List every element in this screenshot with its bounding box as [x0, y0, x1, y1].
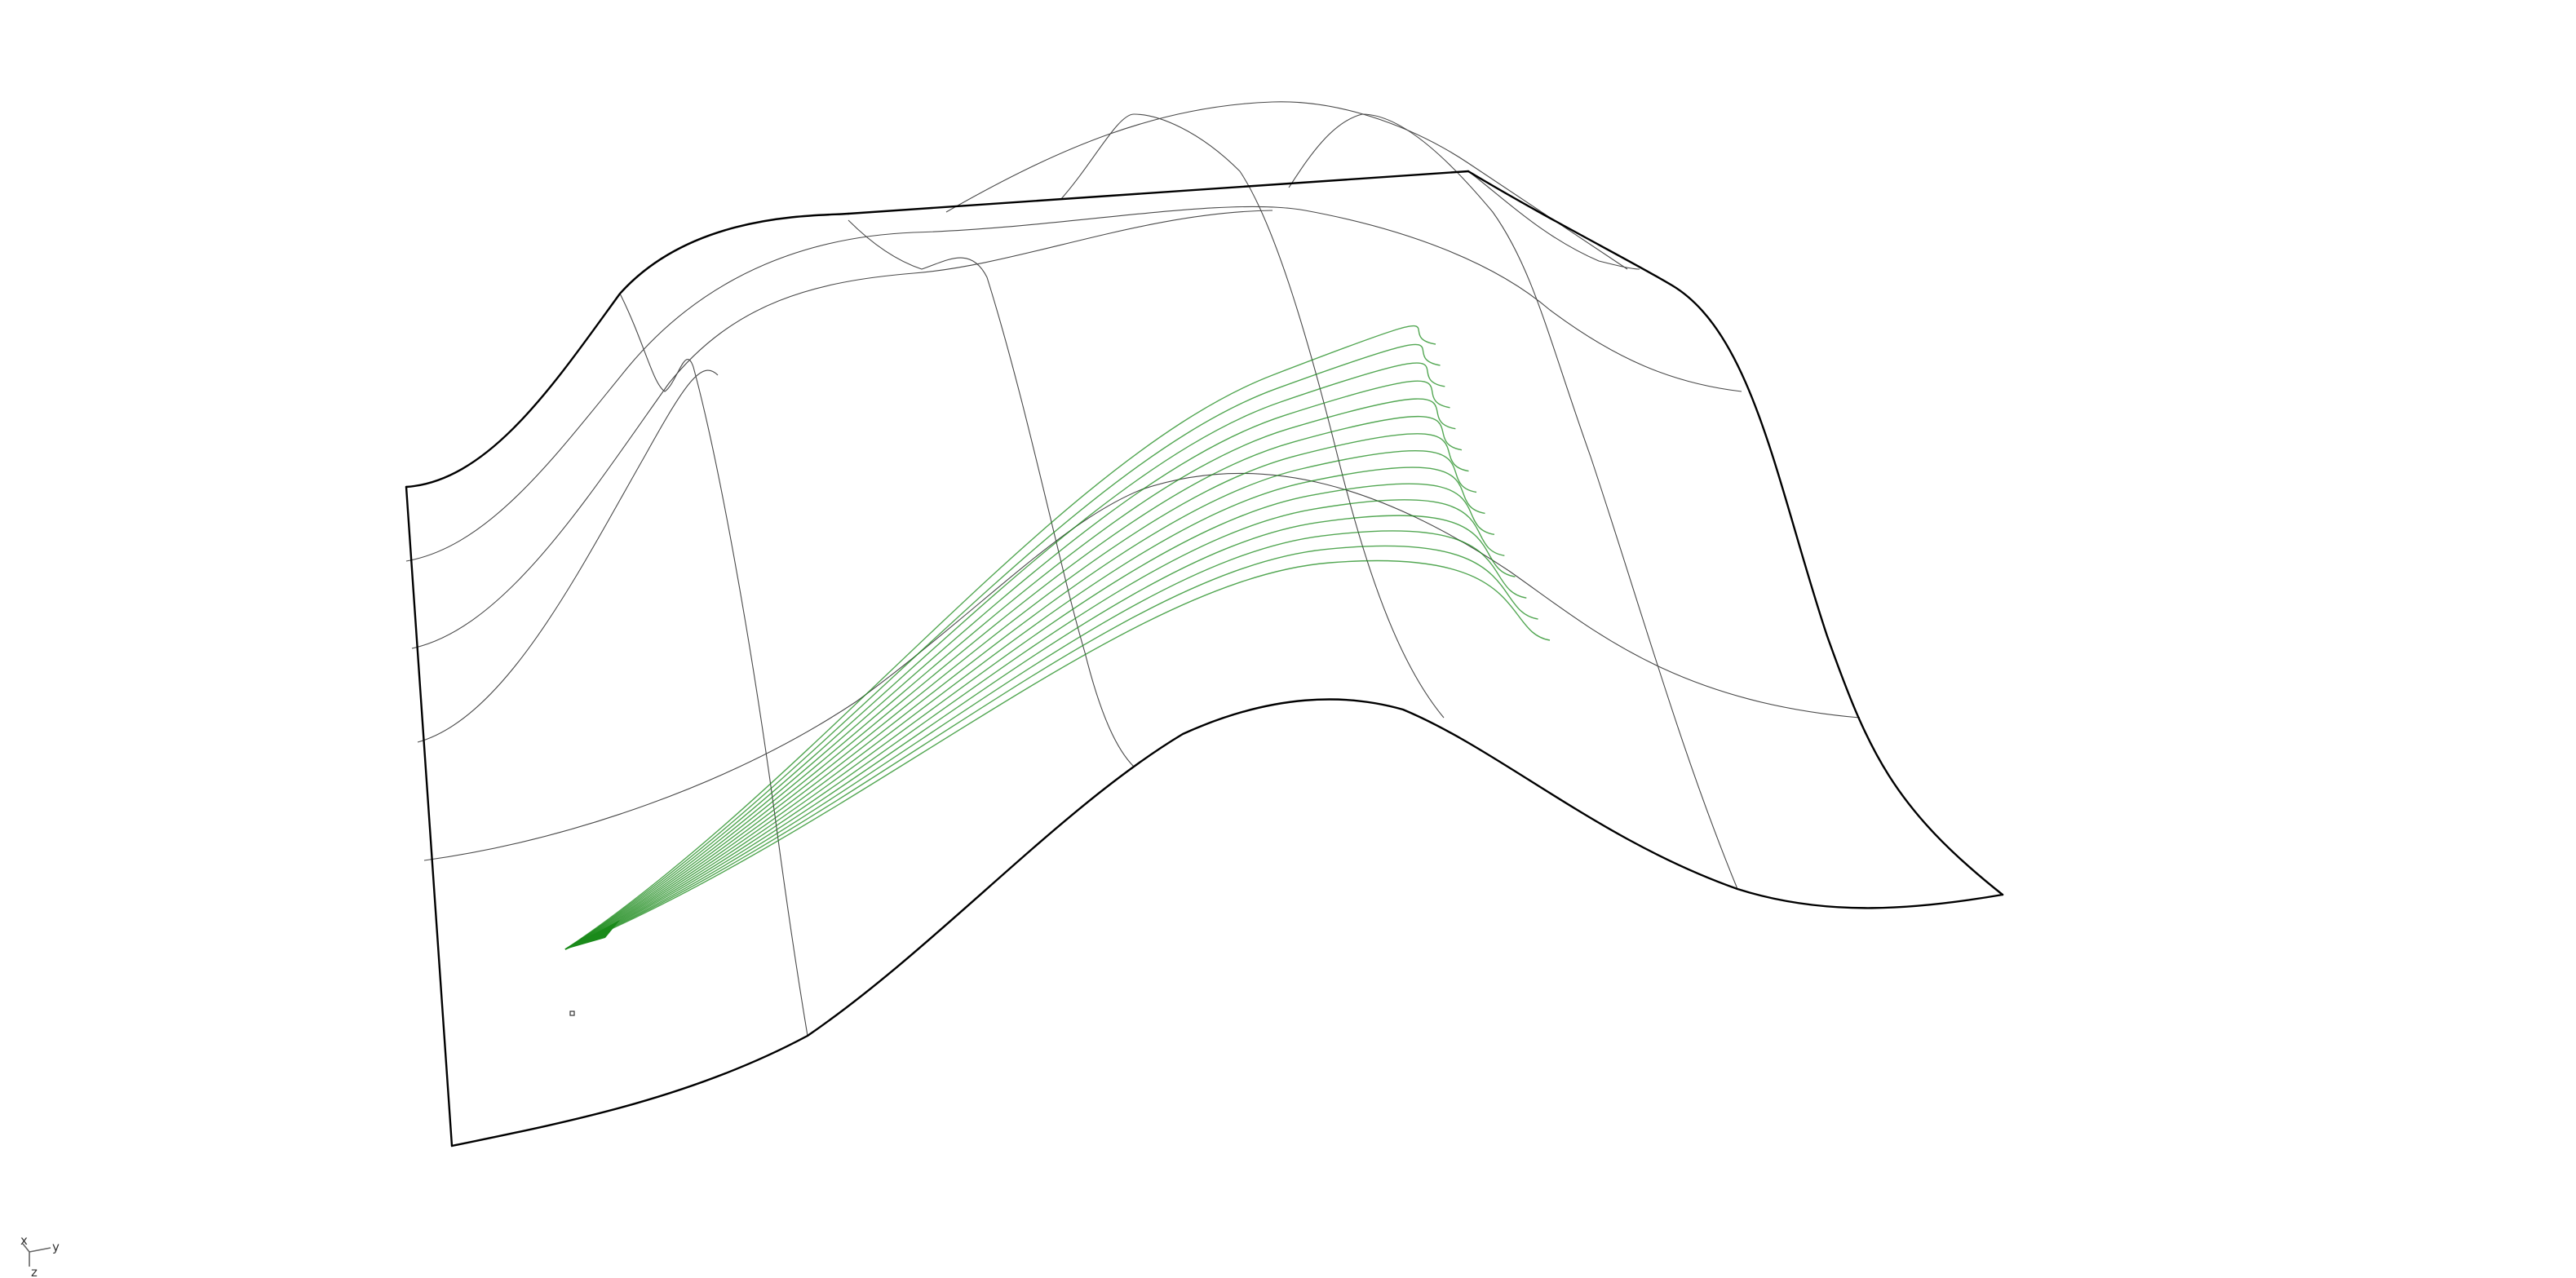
- boundary-right-edge: [1467, 170, 2004, 896]
- axis-label-x: x: [20, 1233, 28, 1248]
- isocurve-u-3: [417, 369, 719, 743]
- flow-curve: [564, 325, 1436, 950]
- isocurve-top-2: [1467, 170, 1640, 270]
- flow-curve: [564, 559, 1551, 950]
- flow-curve-origin: [565, 920, 620, 949]
- boundary-bottom-edge: [450, 698, 2004, 1148]
- flow-curve: [564, 433, 1469, 950]
- flow-curve: [564, 343, 1441, 950]
- flow-curve: [564, 499, 1505, 950]
- isocurve-top-1: [945, 101, 1628, 270]
- isocurve-v-1: [619, 293, 808, 1037]
- boundary-left-top-edge: [405, 212, 850, 489]
- flow-curve: [564, 398, 1456, 950]
- isocurve-u-2: [411, 210, 1273, 649]
- flow-curve: [564, 483, 1495, 950]
- isocurve-u-1: [405, 206, 1742, 562]
- flow-curve: [564, 467, 1485, 950]
- axis-label-z: z: [31, 1265, 38, 1278]
- point-marker: [569, 1010, 575, 1016]
- flow-curve: [564, 545, 1538, 950]
- flow-curve: [564, 449, 1477, 950]
- axis-gizmo-horizontal: [29, 1247, 51, 1253]
- flow-curve-bundle: [564, 325, 1551, 950]
- isocurve-u-4: [423, 472, 1861, 861]
- boundary-top-edge: [847, 170, 1470, 215]
- isocurve-v-3: [1060, 113, 1445, 719]
- flow-curve: [564, 515, 1516, 950]
- isocurve-v-4: [1288, 113, 1738, 890]
- flow-curve: [564, 530, 1527, 950]
- axis-gizmo-diagonal: [22, 1243, 30, 1253]
- isocurve-v-2: [848, 219, 1135, 767]
- surface-boundary: [405, 170, 2004, 1148]
- boundary-left-edge: [405, 485, 454, 1148]
- surface-isocurves: [405, 101, 1861, 1037]
- axis-gizmo: x y z: [20, 1233, 60, 1278]
- flow-curve: [564, 380, 1450, 950]
- axis-label-y: y: [52, 1240, 60, 1254]
- flow-curve: [564, 415, 1463, 950]
- flow-curve: [564, 362, 1445, 950]
